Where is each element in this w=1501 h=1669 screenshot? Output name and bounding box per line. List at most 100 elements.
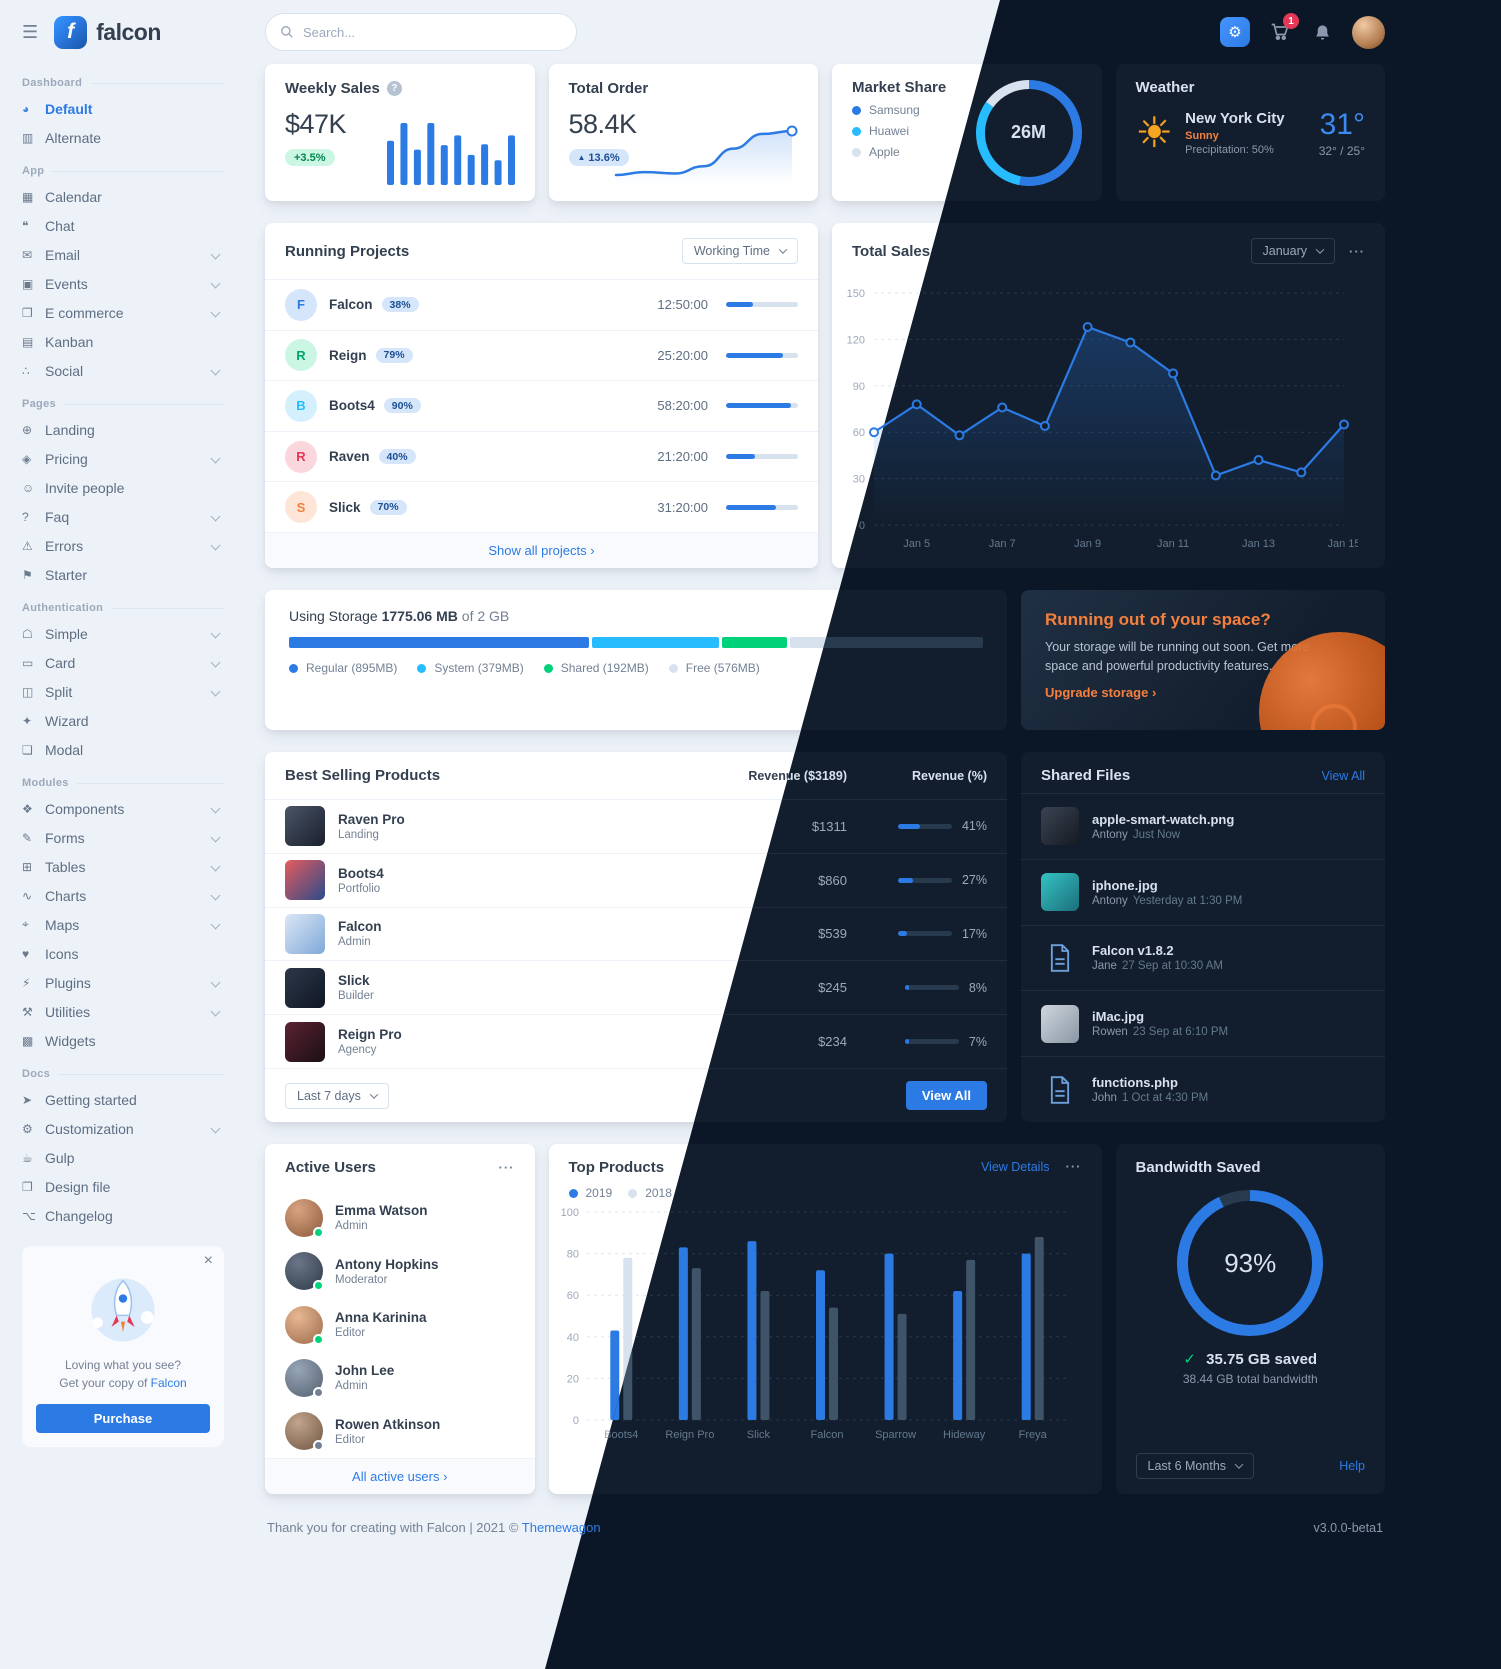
sidebar-item-utilities[interactable]: ⚒ Utilities [22,997,224,1026]
project-avatar: F [285,288,317,321]
sidebar-item-wizard[interactable]: ✦ Wizard [22,706,224,735]
file-row-iphone.jpg[interactable]: iphone.jpg Antony Yesterday at 1:30 PM [1021,858,1385,925]
revenue-percent-bar [897,823,952,829]
sidebar-item-calendar[interactable]: ▦ Calendar [22,182,224,211]
product-row-raven-pro[interactable]: Raven Pro Landing $1311 41% [545,800,1007,854]
project-row-slick[interactable]: S Slick 70% 31:20:00 [265,481,818,532]
sidebar-item-charts[interactable]: ∿ Charts [22,881,224,910]
project-row-boots4[interactable]: B Boots4 90% 58:20:00 [265,380,818,431]
sidebar-item-modal[interactable]: ❏ Modal [22,735,224,764]
svg-text:Jan 7: Jan 7 [989,538,1016,550]
user-row-john-lee[interactable]: John Lee Admin [265,1351,535,1404]
sidebar-item-landing[interactable]: ⊕ Landing [22,415,224,444]
user-row-antony-hopkins[interactable]: Antony Hopkins Moderator [265,1244,535,1297]
sun-icon: ☀ [1135,109,1174,156]
sidebar-item-maps[interactable]: ⌖ Maps [22,910,224,939]
sidebar-item-changelog[interactable]: ⌥ Changelog [22,1201,224,1230]
file-row-imac.jpg[interactable]: iMac.jpg Rowen 23 Sep at 6:10 PM [1021,990,1385,1056]
file-row-functions.php[interactable]: functions.php John 1 Oct at 4:30 PM [1021,1056,1385,1122]
sidebar-item-widgets[interactable]: ▩ Widgets [22,1026,224,1055]
user-row-emma-watson[interactable]: Emma Watson Admin [265,1191,535,1244]
search-input[interactable] [303,24,562,40]
sidebar-item-components[interactable]: ❖ Components [22,794,224,823]
project-row-reign[interactable]: R Reign 79% 25:20:00 [265,329,818,381]
sidebar-item-default[interactable]: ◕ Default [22,94,224,123]
cart-button[interactable]: 1 [1268,13,1299,44]
all-active-users-link[interactable]: All active users › [265,1458,535,1494]
working-time-select[interactable]: Working Time [681,238,798,264]
info-icon[interactable]: ? [386,81,402,96]
nav-section-items: ❖ Components ✎ Forms ⊞ Tables ∿ Charts ⌖… [22,794,224,1055]
sidebar-item-customization[interactable]: ⚙ Customization [22,1114,224,1143]
project-row-falcon[interactable]: F Falcon 38% 12:50:00 [265,279,818,330]
sidebar-item-alternate[interactable]: ▥ Alternate [22,123,224,152]
purchase-button[interactable]: Purchase [36,1404,210,1433]
close-icon[interactable]: × [203,1252,213,1269]
last-6-months-select[interactable]: Last 6 Months [1135,1453,1255,1479]
help-link[interactable]: Help [1339,1459,1365,1473]
user-avatar[interactable] [1352,15,1385,49]
sidebar-item-card[interactable]: ▭ Card [22,648,224,677]
bandwidth-total-label: 38.44 GB total bandwidth [1182,1372,1318,1386]
falcon-logo[interactable]: f falcon [54,15,161,49]
user-row-rowen-atkinson[interactable]: Rowen Atkinson Editor [265,1405,535,1458]
caret-right-icon: › [1151,684,1157,700]
sidebar-item-tables[interactable]: ⊞ Tables [22,852,224,881]
file-row-apple-smart-watch.png[interactable]: apple-smart-watch.png Antony Just Now [1021,793,1385,859]
chevron-down-icon [1234,1460,1244,1469]
show-all-projects-link[interactable]: Show all projects › [265,532,818,568]
notifications-button[interactable] [1310,20,1334,44]
sidebar-item-icons[interactable]: ♥ Icons [22,939,224,968]
sidebar-item-pricing[interactable]: ◈ Pricing [22,444,224,473]
sidebar-item-faq[interactable]: ? Faq [22,502,224,531]
sidebar-item-forms[interactable]: ✎ Forms [22,823,224,852]
view-all-files-link[interactable]: View All [1321,768,1365,783]
gulp-icon: ☕ [22,1150,33,1165]
sidebar-item-events[interactable]: ▣ Events [22,269,224,298]
file-name: Falcon v1.8.2 [1092,943,1174,959]
user-row-anna-karinina[interactable]: Anna Karinina Editor [265,1298,535,1351]
sidebar-item-email[interactable]: ✉ Email [22,240,224,269]
upgrade-storage-link[interactable]: Upgrade storage › [1045,684,1157,700]
promo-falcon-link[interactable]: Falcon [150,1376,187,1390]
more-options-icon[interactable]: ··· [498,1160,515,1175]
file-row-falcon-v1.8.2[interactable]: Falcon v1.8.2 Jane 27 Sep at 10:30 AM [1021,924,1385,991]
storage-title: Using Storage 1775.06 MB of 2 GB [289,608,510,624]
sidebar-item-gulp[interactable]: ☕ Gulp [22,1143,224,1172]
month-select[interactable]: January [1250,238,1335,264]
more-options-icon[interactable]: ··· [1065,1159,1082,1174]
sidebar-item-invite-people[interactable]: ☺ Invite people [22,473,224,502]
sidebar-item-kanban[interactable]: ▤ Kanban [22,327,224,356]
product-name: Boots4 [338,865,384,881]
sidebar-item-plugins[interactable]: ⚡ Plugins [22,968,224,997]
sidebar-item-simple[interactable]: ☖ Simple [22,619,224,648]
nav-section-items: ➤ Getting started ⚙ Customization ☕ Gulp… [22,1085,224,1230]
view-all-button[interactable]: View All [905,1081,987,1110]
chevron-down-icon [210,278,221,289]
more-options-icon[interactable]: ··· [1349,243,1365,259]
sidebar-item-chat[interactable]: ❝ Chat [22,211,224,240]
product-row-falcon[interactable]: Falcon Admin $539 17% [545,908,1007,962]
user-name: Anna Karinina [335,1310,427,1326]
view-details-link[interactable]: View Details [980,1159,1050,1174]
last-7-days-select[interactable]: Last 7 days [285,1082,389,1109]
sidebar-item-split[interactable]: ◫ Split [22,677,224,706]
product-row-reign-pro[interactable]: Reign Pro Agency $234 7% [545,1015,1007,1069]
product-row-slick[interactable]: Slick Builder $245 8% [545,961,1007,1016]
sidebar-item-social[interactable]: ∴ Social [22,356,224,385]
search-box[interactable] [265,13,577,51]
sidebar-item-getting-started[interactable]: ➤ Getting started [22,1085,224,1114]
hamburger-menu-icon[interactable]: ☰ [22,21,39,42]
sidebar-item-design-file[interactable]: ❐ Design file [22,1172,224,1201]
bandwidth-title: Bandwidth Saved [1135,1159,1261,1176]
sidebar-item-errors[interactable]: ⚠ Errors [22,531,224,560]
legend-dot-icon [568,1188,578,1198]
nav-item-label: Icons [45,945,79,962]
sidebar-item-e-commerce[interactable]: ❒ E commerce [22,298,224,327]
legend-dot-icon [543,663,553,673]
product-row-boots4[interactable]: Boots4 Portfolio $860 27% [545,854,1007,908]
sidebar-item-starter[interactable]: ⚑ Starter [22,560,224,589]
themewagon-link[interactable]: Themewagon [521,1520,601,1535]
settings-button[interactable]: ⚙ [1220,17,1250,47]
project-row-raven[interactable]: R Raven 40% 21:20:00 [265,430,818,482]
